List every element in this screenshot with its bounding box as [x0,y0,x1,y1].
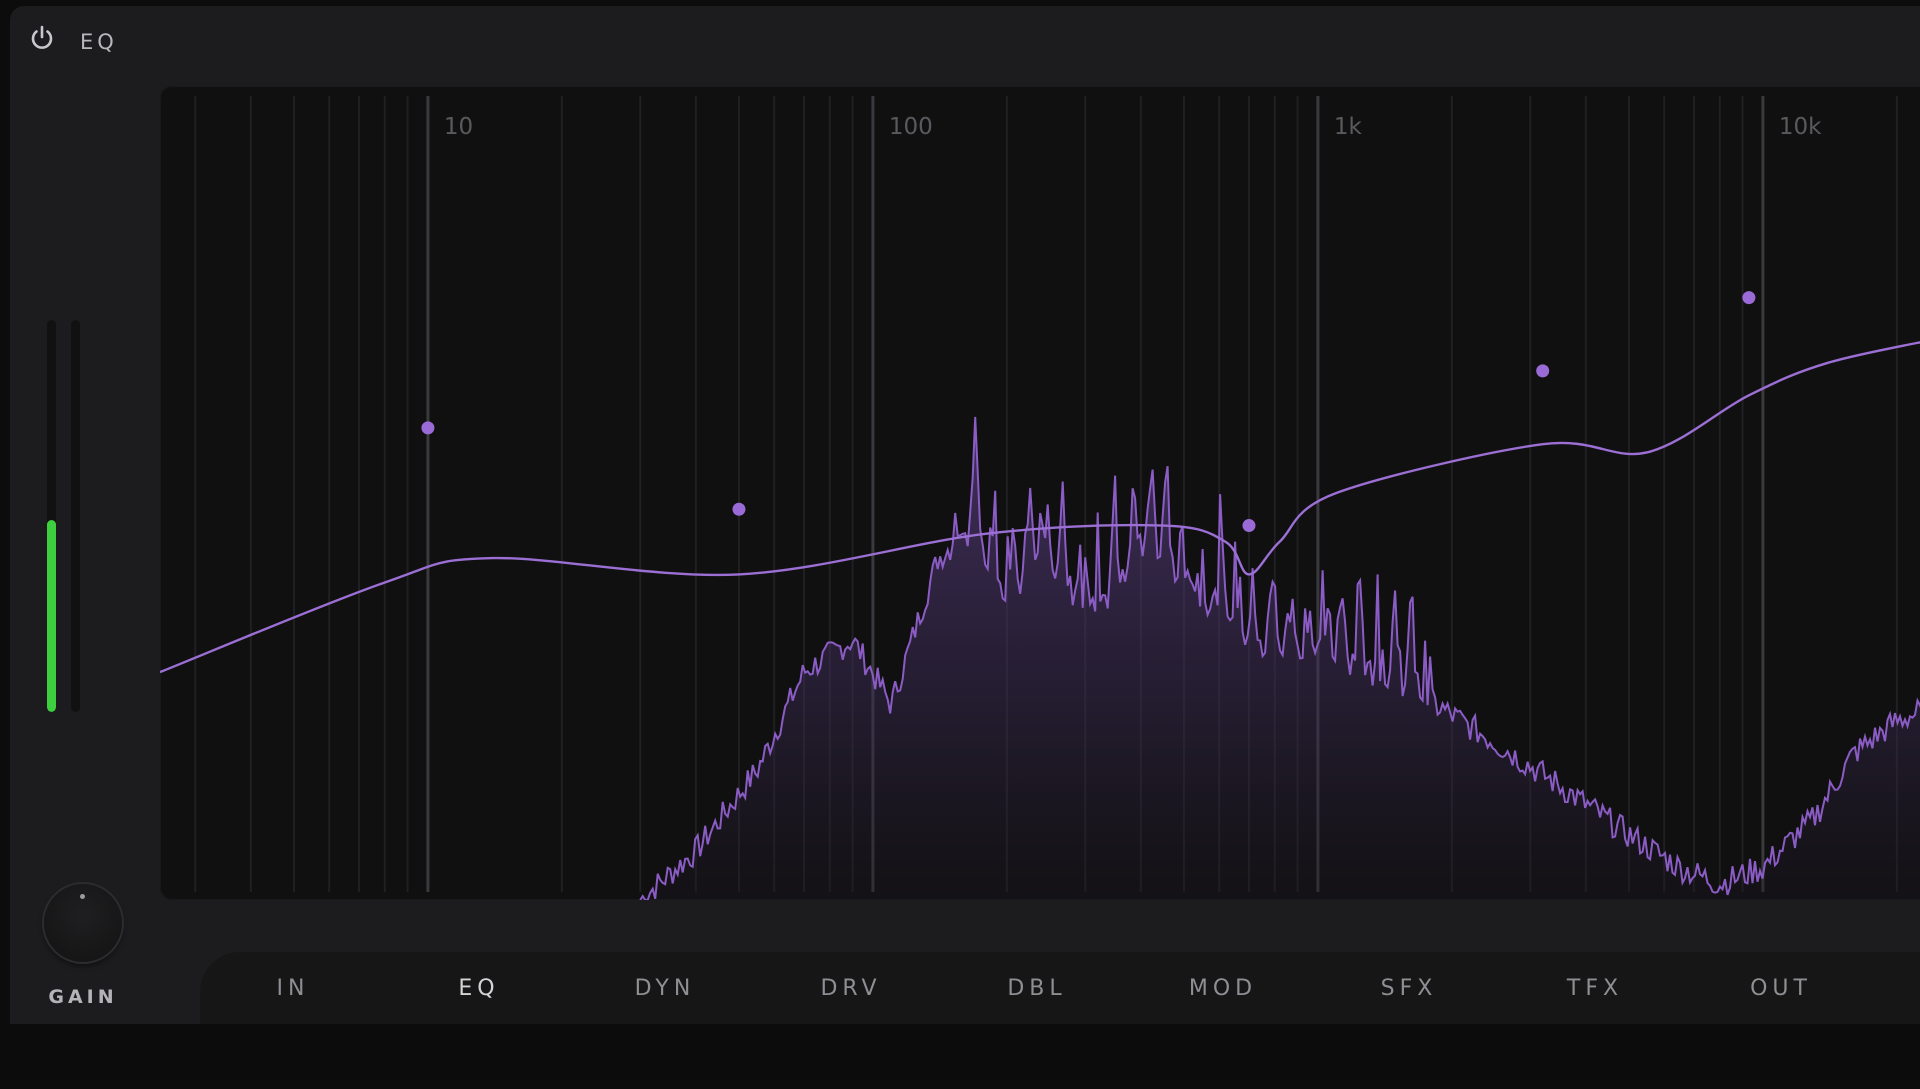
eq-band-node-1[interactable] [421,421,435,435]
eq-band-node-2[interactable] [732,502,746,516]
eq-response-curve [160,341,1920,674]
eq-graph-canvas[interactable]: 10 100 1k 10k [160,86,1920,900]
plugin-header: EQ [10,6,1920,76]
input-meter-left-fill [47,519,56,712]
frequency-label: 10k [1779,114,1822,140]
frequency-label: 100 [889,114,933,140]
spectrum-analyzer-line [639,416,1920,900]
tab-tfx[interactable]: TFX [1566,975,1624,1001]
frequency-label: 1k [1334,114,1363,140]
power-icon [31,25,53,49]
tab-dyn[interactable]: DYN [634,975,696,1001]
module-nav-bar: IN EQ DYN DRV DBL MOD SFX TFX OUT [200,952,1920,1024]
tab-drv[interactable]: DRV [820,975,882,1001]
eq-band-node-4[interactable] [1536,364,1550,378]
tab-eq[interactable]: EQ [458,975,500,1001]
gain-knob-indicator [80,894,85,899]
plugin-title: EQ [80,30,118,54]
tab-mod[interactable]: MOD [1188,975,1258,1001]
frequency-label: 10 [444,114,473,140]
eq-band-node-5[interactable] [1742,291,1756,305]
input-meter-left [47,320,56,712]
eq-plugin-window: EQ 10 100 1k 10k GAIN IN EQ DYN DRV DBL MO [10,6,1920,1024]
gain-knob[interactable] [44,884,122,962]
tab-in[interactable]: IN [276,975,310,1001]
input-meter-right [71,320,80,712]
tab-out[interactable]: OUT [1750,975,1812,1001]
eq-graph[interactable]: 10 100 1k 10k [160,86,1920,900]
tab-dbl[interactable]: DBL [1007,975,1067,1001]
gain-label: GAIN [48,986,118,1008]
tab-sfx[interactable]: SFX [1380,975,1438,1001]
spectrum-analyzer-fill [640,416,1920,900]
eq-band-node-3[interactable] [1242,519,1256,533]
power-button[interactable] [28,24,56,52]
